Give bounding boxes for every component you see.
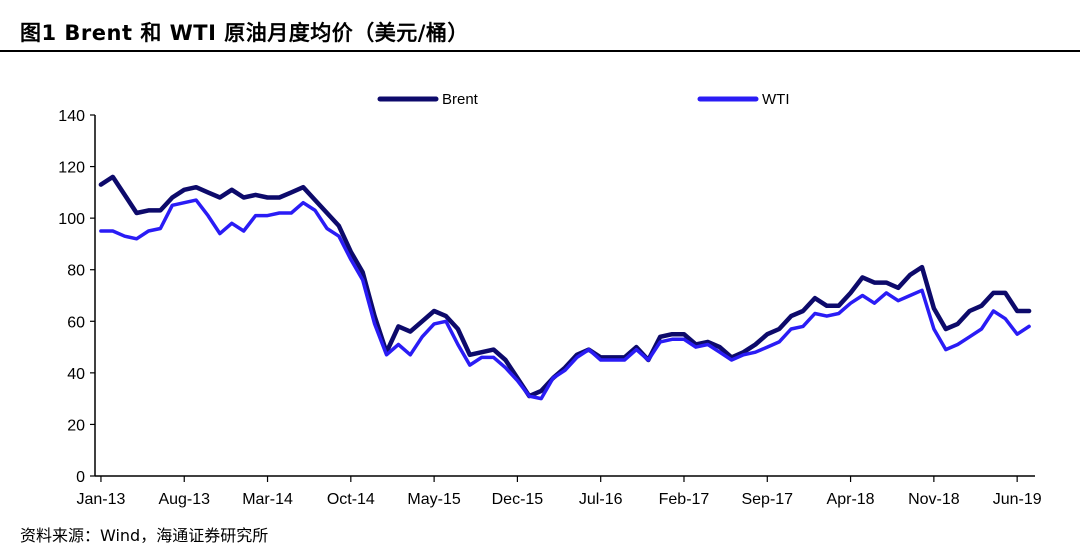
y-tick-label: 0 xyxy=(76,469,85,486)
x-tick-label: Aug-13 xyxy=(158,491,210,508)
x-tick-label: Dec-15 xyxy=(492,491,544,508)
title-bar: 图1 Brent 和 WTI 原油月度均价（美元/桶） xyxy=(0,0,1080,56)
chart-title: 图1 Brent 和 WTI 原油月度均价（美元/桶） xyxy=(20,21,469,45)
y-tick-label: 20 xyxy=(67,417,85,434)
x-tick-label: Apr-18 xyxy=(827,491,875,508)
x-tick-label: Jan-13 xyxy=(76,491,125,508)
y-tick-label: 60 xyxy=(67,314,85,331)
line-chart: 0 20 40 60 80 100 120 140 Jan-13 Aug-13 Mar-14 Oct-… xyxy=(58,91,1042,508)
series-line-wti xyxy=(99,198,1031,401)
source-note: 资料来源：Wind，海通证券研究所 xyxy=(20,526,269,545)
y-tick-label: 120 xyxy=(58,160,85,177)
y-tick-label: 100 xyxy=(58,211,85,228)
x-tick-label: Jun-19 xyxy=(993,491,1042,508)
legend-label-brent: Brent xyxy=(442,91,479,108)
x-tick-label: Feb-17 xyxy=(659,491,710,508)
x-tick-label: Oct-14 xyxy=(327,491,375,508)
series-line-brent xyxy=(98,174,1032,399)
x-tick-label: Mar-14 xyxy=(242,491,293,508)
title-divider xyxy=(0,50,1080,52)
x-tick-label: Nov-18 xyxy=(908,491,960,508)
legend-label-wti: WTI xyxy=(762,91,790,108)
x-tick-label: May-15 xyxy=(407,491,460,508)
x-tick-label: Sep-17 xyxy=(741,491,793,508)
y-tick-label: 40 xyxy=(67,366,85,383)
y-tick-label: 140 xyxy=(58,108,85,125)
x-tick-label: Jul-16 xyxy=(579,491,623,508)
y-tick-label: 80 xyxy=(67,263,85,280)
